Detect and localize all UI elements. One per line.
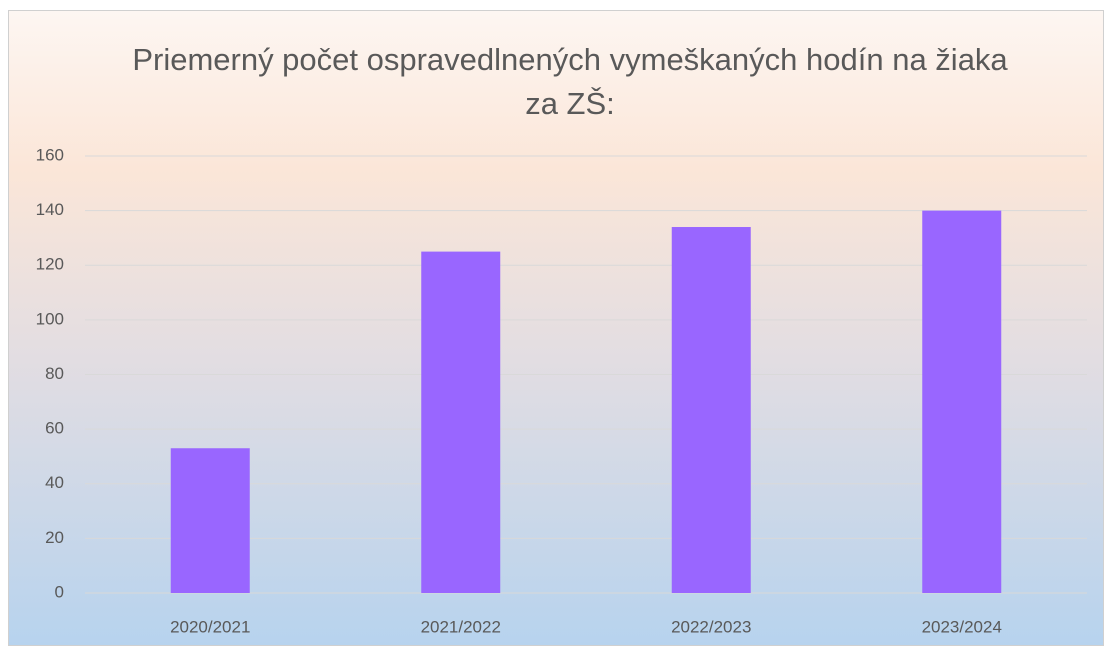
y-tick-label: 0 [55,582,64,601]
chart-title: Priemerný počet ospravedlnených vymeškan… [132,42,1008,121]
y-tick-label: 20 [45,528,64,547]
x-tick-label: 2021/2022 [421,617,501,636]
y-tick-label: 60 [45,419,64,438]
y-tick-label: 40 [45,473,64,492]
bar [671,227,751,593]
bar [170,448,250,593]
y-tick-label: 160 [36,145,64,164]
bar [922,210,1002,593]
bar [421,251,501,593]
y-tick-label: 140 [36,200,64,219]
x-tick-label: 2020/2021 [170,617,250,636]
y-tick-label: 120 [36,255,64,274]
y-tick-label: 100 [36,309,64,328]
y-tick-label: 80 [45,364,64,383]
x-tick-label: 2023/2024 [922,617,1002,636]
x-tick-label: 2022/2023 [671,617,751,636]
